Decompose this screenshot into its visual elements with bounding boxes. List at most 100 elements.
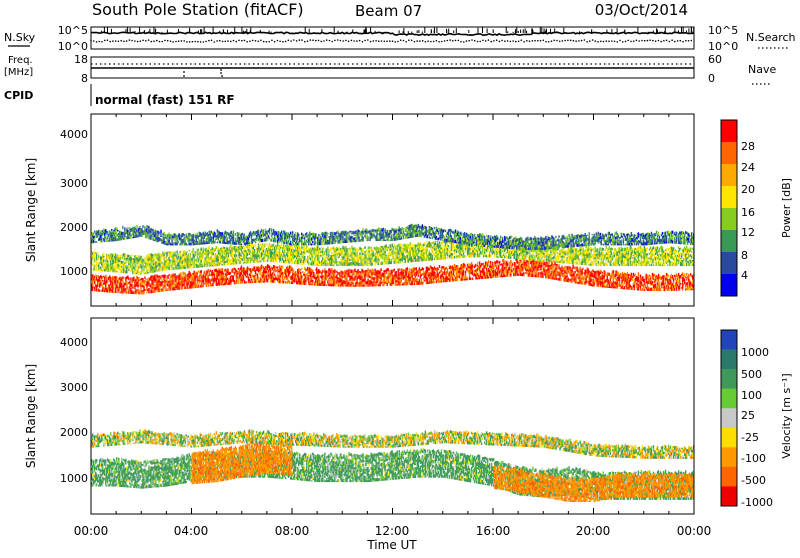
heatmap-cell xyxy=(159,267,160,269)
heatmap-cell xyxy=(223,274,224,275)
heatmap-cell xyxy=(326,270,327,273)
heatmap-cell xyxy=(202,262,203,263)
heatmap-cell xyxy=(233,276,234,279)
heatmap-cell xyxy=(492,262,493,263)
heatmap-cell xyxy=(201,248,202,251)
heatmap-cell xyxy=(676,289,677,290)
heatmap-cell xyxy=(162,290,163,292)
heatmap-cell xyxy=(555,274,556,277)
heatmap-cell xyxy=(384,274,385,275)
nsearch-point xyxy=(145,40,147,42)
nsearch-point xyxy=(600,41,602,43)
nsearch-point xyxy=(597,41,599,43)
nsearch-point xyxy=(205,41,207,43)
heatmap-cell xyxy=(169,261,170,263)
nsearch-point xyxy=(504,40,506,42)
heatmap-cell xyxy=(183,284,184,286)
heatmap-cell xyxy=(409,281,410,283)
heatmap-cell xyxy=(477,262,478,265)
nsearch-point xyxy=(367,39,369,41)
heatmap-cell xyxy=(487,266,488,268)
nsky-label: N.Sky xyxy=(4,31,36,44)
heatmap-cell xyxy=(512,270,513,272)
heatmap-cell xyxy=(199,282,200,285)
nsearch-point xyxy=(129,39,131,41)
heatmap-cell xyxy=(193,248,194,251)
heatmap-cell xyxy=(559,275,560,278)
heatmap-cell xyxy=(312,282,313,285)
heatmap-cell xyxy=(434,281,435,283)
heatmap-cell xyxy=(602,272,603,273)
nsearch-point xyxy=(540,40,542,42)
nsearch-point xyxy=(680,40,682,42)
heatmap-cell xyxy=(107,260,108,262)
nsearch-point xyxy=(194,41,196,43)
heatmap-cell xyxy=(315,258,316,261)
heatmap-cell xyxy=(465,273,466,276)
heatmap-cell xyxy=(490,263,491,265)
heatmap-cell xyxy=(95,283,96,285)
nsearch-point xyxy=(200,41,202,43)
heatmap-cell xyxy=(659,285,660,287)
heatmap-cell xyxy=(655,284,656,286)
heatmap-cell xyxy=(197,274,198,276)
heatmap-cell xyxy=(497,276,498,278)
heatmap-cell xyxy=(164,286,165,287)
heatmap-cell xyxy=(488,260,489,263)
heatmap-cell xyxy=(322,270,323,273)
heatmap-cell xyxy=(128,277,129,280)
heatmap-cell xyxy=(646,279,647,280)
heatmap-cell xyxy=(371,275,372,277)
heatmap-cell xyxy=(123,269,124,271)
nsearch-point xyxy=(532,40,534,42)
heatmap-cell xyxy=(283,274,284,276)
heatmap-cell xyxy=(427,277,428,279)
heatmap-cell xyxy=(581,272,582,275)
heatmap-cell xyxy=(363,285,364,287)
heatmap-cell xyxy=(136,293,137,294)
nsearch-point xyxy=(496,39,498,41)
nsearch-point xyxy=(608,40,610,42)
heatmap-cell xyxy=(173,268,174,270)
heatmap-cell xyxy=(102,280,103,281)
heatmap-cell xyxy=(412,283,413,285)
heatmap-cell xyxy=(604,283,605,285)
heatmap-cell xyxy=(302,271,303,273)
heatmap-cell xyxy=(377,280,378,282)
heatmap-cell xyxy=(216,280,217,283)
heatmap-cell xyxy=(131,284,132,287)
heatmap-cell xyxy=(167,277,168,279)
heatmap-cell xyxy=(663,279,664,282)
heatmap-cell xyxy=(333,264,334,266)
nsearch-point xyxy=(353,40,355,42)
heatmap-cell xyxy=(143,286,144,288)
heatmap-cell xyxy=(148,282,149,284)
heatmap-cell xyxy=(138,279,139,281)
nsearch-point xyxy=(214,41,216,43)
heatmap-cell xyxy=(459,276,460,278)
nsearch-point xyxy=(323,40,325,42)
nsearch-point xyxy=(345,40,347,42)
heatmap-cell xyxy=(153,284,154,286)
heatmap-cell xyxy=(195,279,196,280)
heatmap-cell xyxy=(293,270,294,271)
nsearch-point xyxy=(101,41,103,43)
heatmap-cell xyxy=(234,274,235,276)
heatmap-cell xyxy=(193,251,194,253)
nsearch-point xyxy=(581,40,583,42)
heatmap-cell xyxy=(388,270,389,272)
heatmap-cell xyxy=(248,259,249,261)
nsearch-point xyxy=(112,40,114,42)
heatmap-cell xyxy=(292,261,293,264)
nsearch-point xyxy=(488,39,490,41)
nsearch-point xyxy=(636,40,638,42)
nsearch-point xyxy=(416,40,418,42)
heatmap-cell xyxy=(412,275,413,277)
nsearch-point xyxy=(246,41,248,43)
heatmap-cell xyxy=(130,279,131,281)
heatmap-cell xyxy=(255,250,256,252)
heatmap-cell xyxy=(337,261,338,262)
heatmap-cell xyxy=(472,270,473,273)
heatmap-cell xyxy=(318,264,319,266)
heatmap-cell xyxy=(622,282,623,284)
